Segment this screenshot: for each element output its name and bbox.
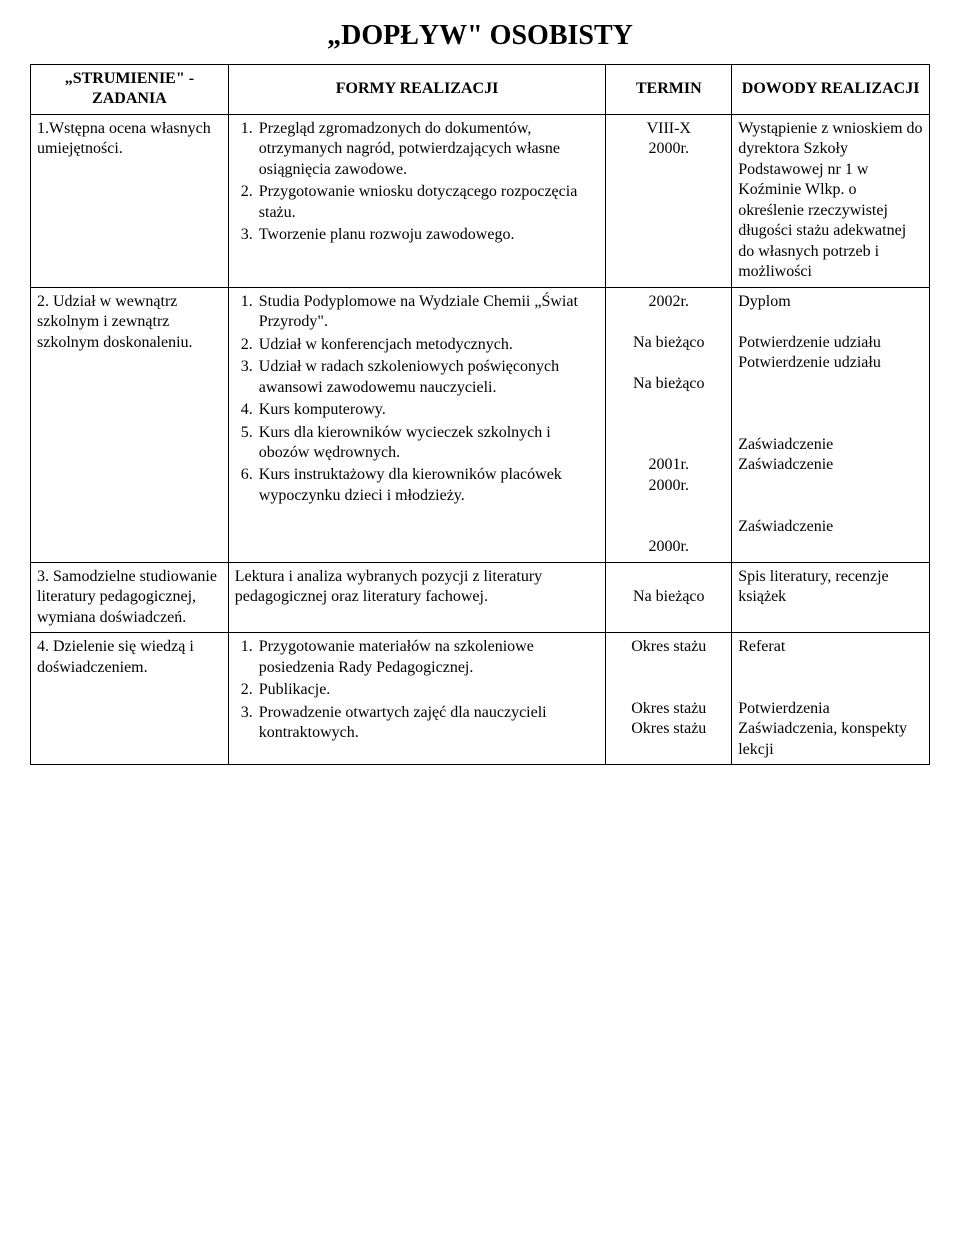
termin-text bbox=[612, 415, 725, 435]
cell-zadanie: 2. Udział w wewnątrz szkolnym i zewnątrz… bbox=[31, 287, 229, 562]
list-item: Publikacje. bbox=[257, 680, 600, 700]
termin-text: Na bieżąco bbox=[612, 374, 725, 394]
list-item: Udział w konferencjach metodycznych. bbox=[257, 335, 600, 355]
cell-zadanie: 1.Wstępna ocena własnych umiejętności. bbox=[31, 114, 229, 287]
dowody-text bbox=[738, 374, 923, 394]
dowody-text bbox=[738, 678, 923, 698]
list-item: Tworzenie planu rozwoju zawodowego. bbox=[257, 225, 600, 245]
termin-text: Okres stażu bbox=[612, 637, 725, 657]
table-row: 2. Udział w wewnątrz szkolnym i zewnątrz… bbox=[31, 287, 930, 562]
dowody-text bbox=[738, 415, 923, 435]
realizacja-table: „STRUMIENIE" - ZADANIA FORMY REALIZACJI … bbox=[30, 64, 930, 765]
termin-text: Na bieżąco bbox=[612, 587, 725, 607]
dowody-text bbox=[738, 496, 923, 516]
cell-termin: VIII-X 2000r. bbox=[606, 114, 732, 287]
cell-formy: Lektura i analiza wybranych pozycji z li… bbox=[228, 562, 606, 632]
list-item: Prowadzenie otwartych zajęć dla nauczyci… bbox=[257, 703, 600, 744]
list-item: Przegląd zgromadzonych do dokumentów, ot… bbox=[257, 119, 600, 180]
cell-dowody: Wystąpienie z wnioskiem do dyrektora Szk… bbox=[732, 114, 930, 287]
cell-formy: Przygotowanie materiałów na szkoleniowe … bbox=[228, 633, 606, 765]
dowody-text: Zaświadczenie bbox=[738, 455, 923, 475]
termin-text: Okres stażu bbox=[612, 699, 725, 719]
dowody-text: Potwierdzenia bbox=[738, 699, 923, 719]
list-item: Przygotowanie wniosku dotyczącego rozpoc… bbox=[257, 182, 600, 223]
termin-text bbox=[612, 517, 725, 537]
header-termin: TERMIN bbox=[606, 65, 732, 115]
termin-text: Na bieżąco bbox=[612, 333, 725, 353]
cell-termin: 2002r. Na bieżąco Na bieżąco 2001r. 2000… bbox=[606, 287, 732, 562]
cell-zadanie: 4. Dzielenie się wiedzą i doświadczeniem… bbox=[31, 633, 229, 765]
list-item: Studia Podyplomowe na Wydziale Chemii „Ś… bbox=[257, 292, 600, 333]
termin-text: VIII-X bbox=[612, 119, 725, 139]
termin-text: 2000r. bbox=[612, 537, 725, 557]
termin-text bbox=[612, 678, 725, 698]
cell-zadanie: 3. Samodzielne studiowanie literatury pe… bbox=[31, 562, 229, 632]
dowody-text: Zaświadczenia, konspekty lekcji bbox=[738, 719, 923, 760]
dowody-text: Dyplom bbox=[738, 292, 923, 312]
header-zadania: „STRUMIENIE" - ZADANIA bbox=[31, 65, 229, 115]
table-row: 3. Samodzielne studiowanie literatury pe… bbox=[31, 562, 930, 632]
page-title: „DOPŁYW" OSOBISTY bbox=[30, 20, 930, 52]
list-item: Kurs komputerowy. bbox=[257, 400, 600, 420]
dowody-text bbox=[738, 476, 923, 496]
termin-text: 2002r. bbox=[612, 292, 725, 312]
dowody-text: Potwierdzenie udziału bbox=[738, 333, 923, 353]
termin-text bbox=[612, 312, 725, 332]
termin-text bbox=[612, 496, 725, 516]
list-item: Kurs dla kierowników wycieczek szkolnych… bbox=[257, 423, 600, 464]
cell-dowody: Referat Potwierdzenia Zaświadczenia, kon… bbox=[732, 633, 930, 765]
termin-text: Okres stażu bbox=[612, 719, 725, 739]
cell-formy: Studia Podyplomowe na Wydziale Chemii „Ś… bbox=[228, 287, 606, 562]
dowody-text bbox=[738, 312, 923, 332]
cell-dowody: Dyplom Potwierdzenie udziału Potwierdzen… bbox=[732, 287, 930, 562]
list-item: Udział w radach szkoleniowych poświęcony… bbox=[257, 357, 600, 398]
termin-text: 2001r. bbox=[612, 455, 725, 475]
list-item: Przygotowanie materiałów na szkoleniowe … bbox=[257, 637, 600, 678]
dowody-text bbox=[738, 394, 923, 414]
termin-text bbox=[612, 567, 725, 587]
list-item: Kurs instruktażowy dla kierowników placó… bbox=[257, 465, 600, 506]
cell-termin: Na bieżąco bbox=[606, 562, 732, 632]
termin-text bbox=[612, 353, 725, 373]
termin-text bbox=[612, 658, 725, 678]
cell-formy: Przegląd zgromadzonych do dokumentów, ot… bbox=[228, 114, 606, 287]
table-header-row: „STRUMIENIE" - ZADANIA FORMY REALIZACJI … bbox=[31, 65, 930, 115]
header-dowody: DOWODY REALIZACJI bbox=[732, 65, 930, 115]
dowody-text: Zaświadczenie bbox=[738, 435, 923, 455]
table-row: 1.Wstępna ocena własnych umiejętności. P… bbox=[31, 114, 930, 287]
header-formy: FORMY REALIZACJI bbox=[228, 65, 606, 115]
dowody-text: Potwierdzenie udziału bbox=[738, 353, 923, 373]
dowody-text: Zaświadczenie bbox=[738, 517, 923, 537]
termin-text bbox=[612, 435, 725, 455]
cell-dowody: Spis literatury, recenzje książek bbox=[732, 562, 930, 632]
dowody-text: Referat bbox=[738, 637, 923, 657]
termin-text: 2000r. bbox=[612, 476, 725, 496]
termin-text: 2000r. bbox=[612, 139, 725, 159]
formy-plain-text: Lektura i analiza wybranych pozycji z li… bbox=[235, 567, 600, 608]
table-row: 4. Dzielenie się wiedzą i doświadczeniem… bbox=[31, 633, 930, 765]
dowody-text bbox=[738, 658, 923, 678]
termin-text bbox=[612, 394, 725, 414]
cell-termin: Okres stażu Okres stażu Okres stażu bbox=[606, 633, 732, 765]
